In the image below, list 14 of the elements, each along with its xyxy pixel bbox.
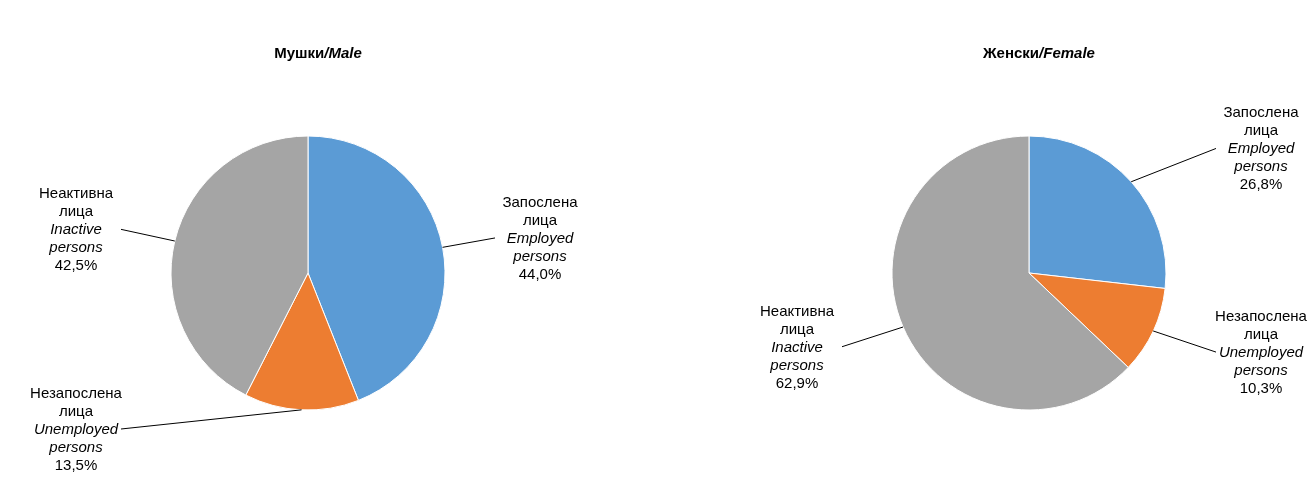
chart-title: Мушки/Male — [274, 44, 362, 61]
data-label: 26,8% — [1239, 175, 1283, 193]
slice-label: Запослена лица Employed persons — [1223, 103, 1300, 175]
slice-label: Неактивна лица Inactive persons — [38, 184, 114, 256]
data-label: 10,3% — [1239, 379, 1283, 397]
data-label: 62,9% — [775, 373, 819, 391]
chart-title: Женски/Female — [982, 44, 1095, 61]
slice-label: Незапослена лица Unemployed persons — [30, 384, 123, 455]
data-label: 42,5% — [54, 256, 98, 274]
data-label: 13,5% — [54, 456, 98, 473]
slice-label: Неактивна лица Inactive persons — [759, 301, 835, 373]
slice-label: Запослена лица Employed persons — [502, 192, 579, 264]
slice-label: Незапослена лица Unemployed persons — [1215, 307, 1308, 379]
data-label: 44,0% — [518, 264, 562, 282]
